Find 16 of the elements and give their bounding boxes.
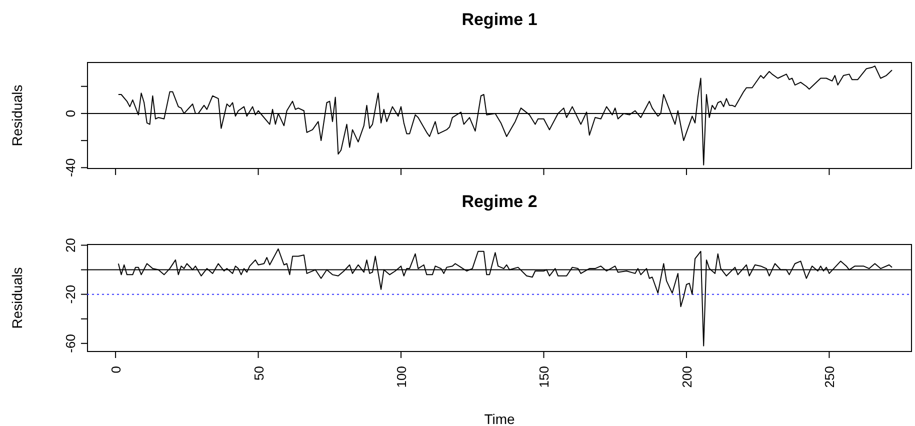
x-tick-label: 250 <box>822 366 838 388</box>
y-tick-label: -40 <box>63 158 78 178</box>
chart-title: Regime 1 <box>460 10 538 30</box>
y-tick-label: 0 <box>63 110 78 118</box>
x-tick-label: 100 <box>394 366 410 388</box>
x-tick-label: 50 <box>251 366 266 380</box>
y-axis-title: Residuals <box>8 267 25 329</box>
x-tick-label: 0 <box>108 366 124 374</box>
y-tick-label: 20 <box>63 238 78 252</box>
y-axis-title: Residuals <box>8 84 25 146</box>
x-axis-title: Time <box>484 411 516 426</box>
y-tick-label: -20 <box>63 284 78 304</box>
chart-title: Regime 2 <box>460 192 538 212</box>
x-tick-label: 150 <box>536 366 552 388</box>
y-tick-label: -60 <box>63 334 78 353</box>
x-tick-label: 200 <box>679 366 694 388</box>
